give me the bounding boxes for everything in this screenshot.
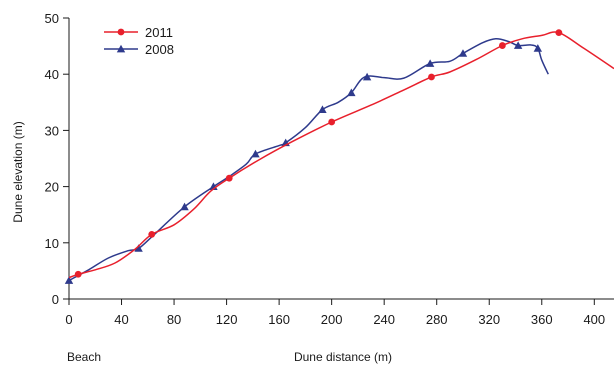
x-tick-label: 400 (583, 312, 605, 327)
data-point-2008 (64, 276, 74, 284)
x-tick-label: 320 (478, 312, 500, 327)
x-tick-label: 200 (321, 312, 343, 327)
data-point-2011 (148, 230, 156, 238)
legend-item-2008: 2008 (104, 42, 174, 57)
data-point-2011 (74, 270, 82, 278)
x-axis-label: Dune distance (m) (294, 350, 392, 364)
data-point-2008 (513, 41, 523, 49)
y-tick-label: 10 (45, 236, 59, 251)
x-tick-label: 80 (167, 312, 181, 327)
x-tick-label: 0 (65, 312, 72, 327)
y-ticks: 0 10 20 30 40 50 (45, 11, 69, 307)
x-ticks: 0 40 80 120 160 200 240 280 320 360 400 (65, 299, 605, 327)
data-point-2011 (225, 174, 233, 182)
y-tick-label: 0 (52, 292, 59, 307)
data-point-2008 (362, 72, 372, 81)
beach-label: Beach (67, 350, 101, 364)
axes (68, 18, 614, 300)
x-tick-label: 120 (216, 312, 238, 327)
data-point-2008 (347, 88, 356, 97)
y-tick-label: 50 (45, 11, 59, 26)
x-tick-label: 280 (426, 312, 448, 327)
series-line-2011 (68, 31, 614, 279)
series-2008 (64, 38, 549, 284)
x-tick-label: 360 (531, 312, 553, 327)
series-2011 (68, 29, 614, 279)
legend-item-2011: 2011 (104, 25, 173, 40)
data-point-2011 (498, 42, 506, 49)
x-tick-label: 160 (268, 312, 290, 327)
x-tick-label: 240 (373, 312, 395, 327)
data-point-2011 (428, 73, 435, 81)
y-tick-label: 30 (45, 123, 59, 138)
legend-label-2011: 2011 (145, 25, 173, 40)
legend-marker-2011 (117, 28, 125, 36)
data-point-2008 (318, 105, 327, 113)
data-point-2011 (555, 29, 563, 37)
legend-label-2008: 2008 (145, 42, 174, 57)
y-tick-label: 20 (45, 180, 59, 195)
x-tick-label: 40 (114, 312, 128, 327)
data-point-2011 (328, 118, 336, 126)
y-axis-label: Dune elevation (m) (11, 121, 25, 222)
data-point-2008 (533, 44, 543, 52)
data-point-2008 (180, 202, 189, 211)
legend-marker-2008 (116, 44, 126, 53)
data-point-2008 (251, 149, 260, 158)
y-tick-label: 40 (45, 67, 59, 82)
data-point-2008 (458, 49, 468, 57)
legend: 2011 2008 (104, 25, 174, 57)
data-point-2008 (425, 59, 435, 67)
data-point-2008 (134, 244, 143, 252)
series-layer (64, 29, 614, 284)
